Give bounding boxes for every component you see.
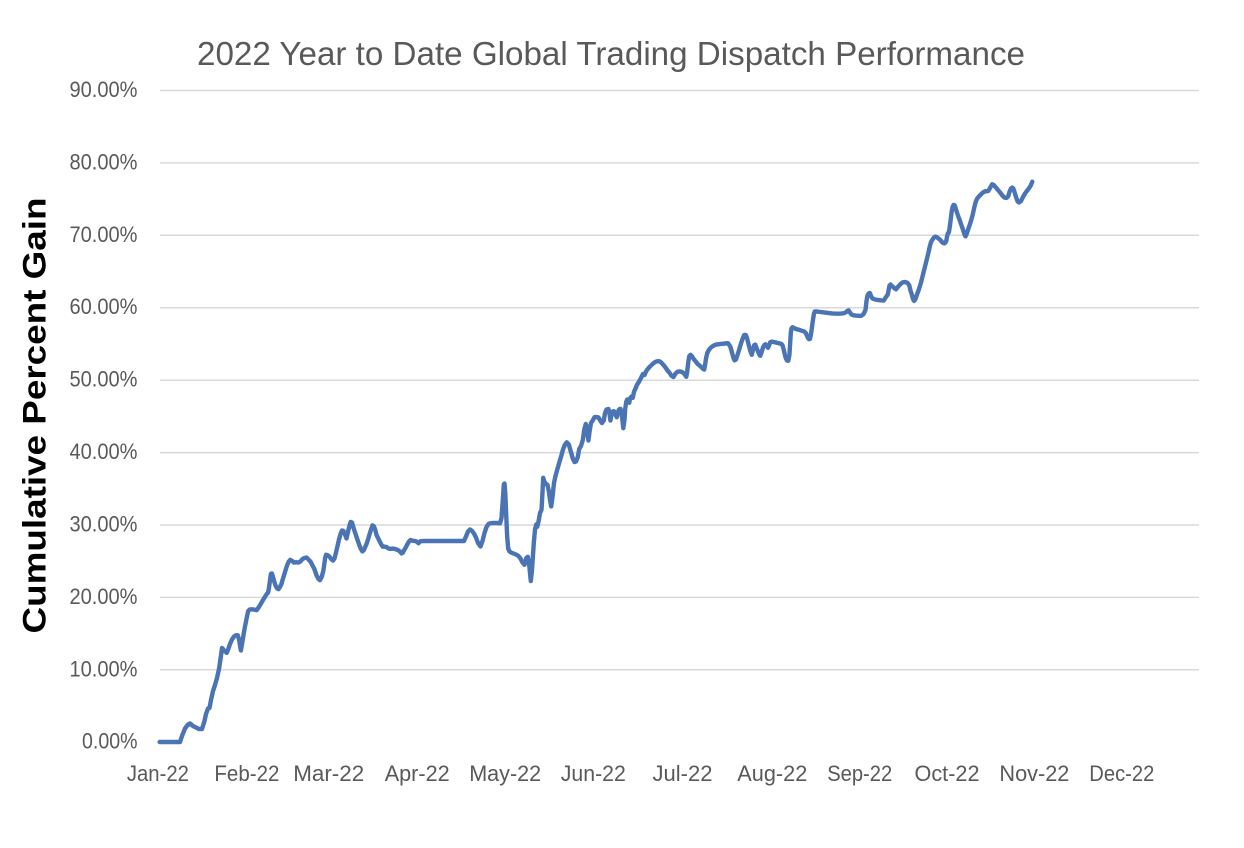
svg-text:Aug-22: Aug-22 xyxy=(737,761,807,786)
svg-text:50.00%: 50.00% xyxy=(70,367,138,392)
svg-text:Jun-22: Jun-22 xyxy=(561,761,626,786)
svg-text:30.00%: 30.00% xyxy=(70,512,138,537)
svg-text:Cumulative Percent Gain: Cumulative Percent Gain xyxy=(17,198,53,634)
svg-text:Jul-22: Jul-22 xyxy=(653,761,713,786)
svg-text:10.00%: 10.00% xyxy=(70,656,138,681)
svg-text:Mar-22: Mar-22 xyxy=(293,761,364,786)
svg-text:80.00%: 80.00% xyxy=(70,149,138,174)
svg-text:Apr-22: Apr-22 xyxy=(385,761,450,786)
svg-text:20.00%: 20.00% xyxy=(70,584,138,609)
svg-text:40.00%: 40.00% xyxy=(70,439,138,464)
svg-text:Dec-22: Dec-22 xyxy=(1089,761,1154,786)
svg-text:70.00%: 70.00% xyxy=(70,222,138,247)
svg-text:0.00%: 0.00% xyxy=(82,729,138,754)
svg-text:May-22: May-22 xyxy=(469,761,541,786)
svg-text:Feb-22: Feb-22 xyxy=(214,761,279,786)
svg-text:2022 Year to Date Global Tradi: 2022 Year to Date Global Trading Dispatc… xyxy=(197,36,1025,73)
svg-text:Jan-22: Jan-22 xyxy=(127,761,189,786)
svg-text:Oct-22: Oct-22 xyxy=(915,761,980,786)
svg-text:90.00%: 90.00% xyxy=(70,77,138,102)
svg-text:60.00%: 60.00% xyxy=(70,294,138,319)
svg-text:Nov-22: Nov-22 xyxy=(999,761,1069,786)
svg-text:Sep-22: Sep-22 xyxy=(827,761,892,786)
